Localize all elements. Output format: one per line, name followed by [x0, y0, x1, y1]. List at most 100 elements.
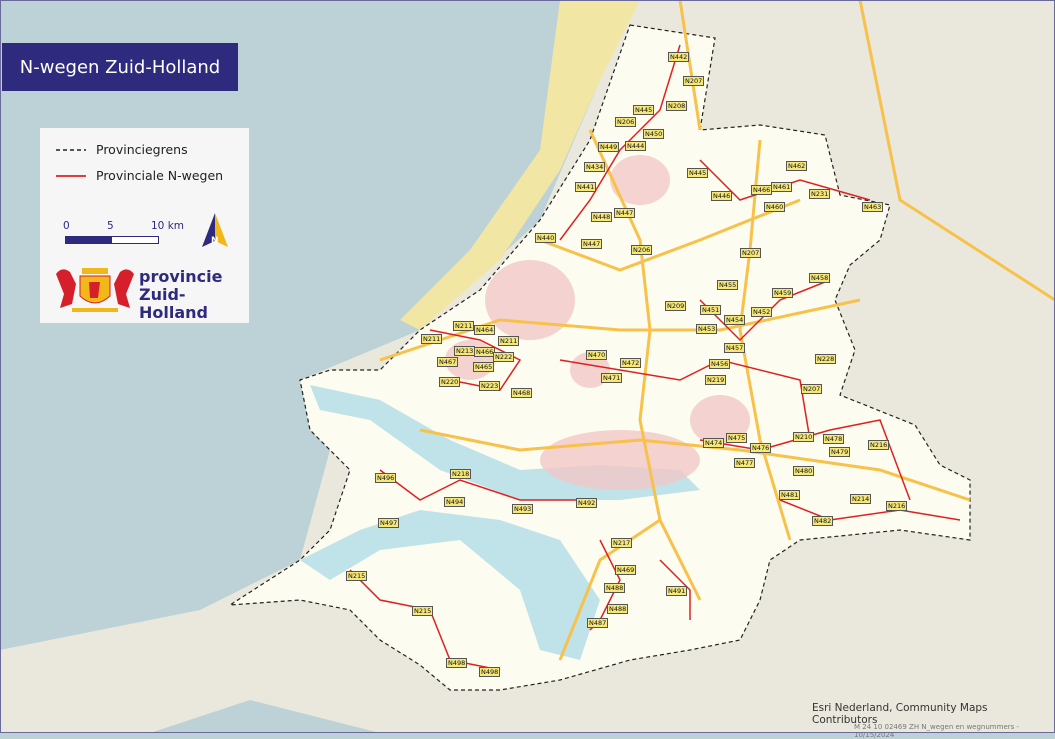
road-label: N457 [724, 343, 746, 353]
road-label: N464 [474, 325, 496, 335]
svg-text:N: N [211, 236, 219, 246]
road-label: N477 [734, 458, 756, 468]
logo-text: provincie Zuid-Holland [139, 267, 223, 322]
road-label: N461 [771, 182, 793, 192]
road-label: N480 [793, 466, 815, 476]
road-label: N478 [823, 434, 845, 444]
road-label: N211 [453, 321, 475, 331]
road-label: N472 [620, 358, 642, 368]
road-label: N216 [886, 501, 908, 511]
road-label: N215 [346, 571, 368, 581]
road-label: N498 [479, 667, 501, 677]
road-label: N479 [829, 447, 851, 457]
road-label: N467 [437, 357, 459, 367]
road-label: N213 [454, 346, 476, 356]
scale-label: 10 km [151, 220, 185, 232]
urban-areas [445, 155, 750, 490]
road-label: N488 [607, 604, 629, 614]
road-label: N211 [421, 334, 443, 344]
road-label: N482 [812, 516, 834, 526]
road-label: N446 [711, 191, 733, 201]
road-label: N449 [598, 142, 620, 152]
road-label: N452 [751, 307, 773, 317]
road-label: N217 [611, 538, 633, 548]
road-label: N492 [576, 498, 598, 508]
road-label: N214 [850, 494, 872, 504]
map-title: N-wegen Zuid-Holland [2, 43, 238, 91]
north-arrow-icon: N [202, 213, 228, 247]
road-label: N215 [412, 606, 434, 616]
road-label: N488 [604, 583, 626, 593]
coat-of-arms-icon [56, 268, 134, 312]
road-label: N209 [665, 301, 687, 311]
road-label: N223 [479, 381, 501, 391]
road-label: N466 [751, 185, 773, 195]
road-label: N465 [473, 362, 495, 372]
road-label: N456 [709, 359, 731, 369]
road-label: N470 [586, 350, 608, 360]
road-label: N451 [700, 305, 722, 315]
road-label: N211 [498, 336, 520, 346]
road-label: N494 [444, 497, 466, 507]
road-label: N450 [643, 129, 665, 139]
road-label: N219 [705, 375, 727, 385]
road-label: N468 [511, 388, 533, 398]
road-label: N207 [740, 248, 762, 258]
dashed-line-icon [56, 148, 86, 151]
road-label: N207 [683, 76, 705, 86]
legend-item-provinciegrens: Provinciegrens [56, 142, 188, 157]
road-label: N481 [779, 490, 801, 500]
legend-label: Provinciegrens [96, 142, 188, 157]
scale-label: 5 [107, 220, 114, 232]
road-label: N206 [631, 245, 653, 255]
road-label: N222 [493, 352, 515, 362]
road-label: N458 [809, 273, 831, 283]
road-label: N459 [772, 288, 794, 298]
road-label: N469 [615, 565, 637, 575]
road-label: N474 [703, 438, 725, 448]
road-label: N208 [666, 101, 688, 111]
attribution: Esri Nederland, Community Maps Contribut… [812, 702, 988, 726]
road-label: N475 [726, 433, 748, 443]
road-label: N445 [687, 168, 709, 178]
road-label: N476 [750, 443, 772, 453]
legend-label: Provinciale N-wegen [96, 168, 224, 183]
road-label: N453 [696, 324, 718, 334]
road-label: N454 [724, 315, 746, 325]
legend-item-n-wegen: Provinciale N-wegen [56, 168, 223, 183]
road-label: N496 [375, 473, 397, 483]
road-label: N460 [764, 202, 786, 212]
document-id: M 24 10 02469 ZH N_wegen en wegnummers -… [854, 723, 1020, 739]
road-label: N218 [450, 469, 472, 479]
road-label: N463 [862, 202, 884, 212]
road-label: N207 [801, 384, 823, 394]
road-label: N462 [786, 161, 808, 171]
road-label: N497 [378, 518, 400, 528]
road-label: N440 [535, 233, 557, 243]
road-label: N493 [512, 504, 534, 514]
road-label: N447 [581, 239, 603, 249]
dunes [400, 0, 640, 330]
road-label: N210 [793, 432, 815, 442]
road-label: N455 [717, 280, 739, 290]
red-line-icon [56, 174, 86, 177]
scale-label: 0 [63, 220, 70, 232]
road-label: N487 [587, 618, 609, 628]
road-label: N441 [575, 182, 597, 192]
road-label: N228 [815, 354, 837, 364]
road-label: N447 [614, 208, 636, 218]
road-label: N498 [446, 658, 468, 668]
road-label: N448 [591, 212, 613, 222]
major-roads [379, 0, 1055, 661]
road-label: N216 [868, 440, 890, 450]
road-label: N206 [615, 117, 637, 127]
road-label: N471 [601, 373, 623, 383]
road-label: N220 [439, 377, 461, 387]
road-label: N445 [633, 105, 655, 115]
road-label: N444 [625, 141, 647, 151]
road-label: N442 [668, 52, 690, 62]
road-label: N434 [584, 162, 606, 172]
road-label: N231 [809, 189, 831, 199]
legend: Provinciegrens Provinciale N-wegen 0 5 1… [40, 128, 249, 323]
